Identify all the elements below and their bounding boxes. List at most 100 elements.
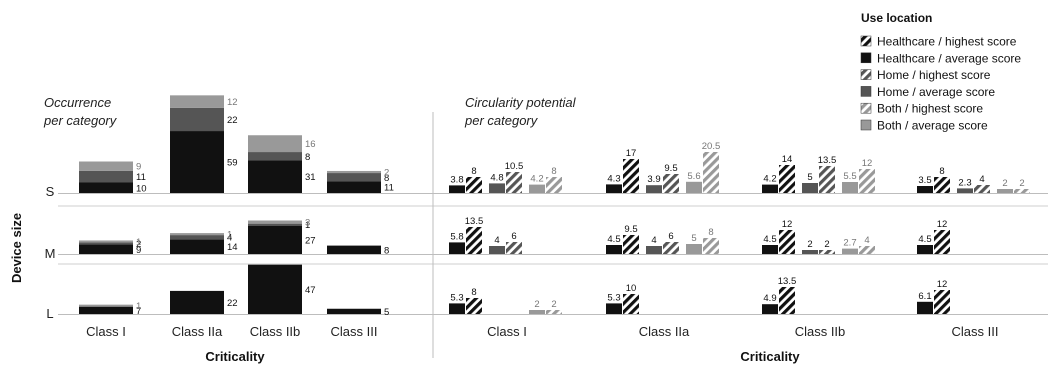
- occ-label-s-class-iia-both: 12: [227, 97, 238, 108]
- circ-label-s-class-iib-both_avg: 5.5: [843, 171, 856, 182]
- circ-bar-s-class-iia-home_avg: [646, 185, 662, 193]
- circ-label-m-class-iia-hc_avg: 4.5: [607, 234, 620, 245]
- circ-bar-l-class-iib-hc_high: [779, 287, 795, 314]
- occ-label-s-class-iia-healthcare: 59: [227, 158, 238, 169]
- legend-label-both-high: Both / highest score: [877, 102, 983, 116]
- left-panel-title-line1: Occurrence: [44, 95, 111, 110]
- circ-bar-m-class-iia-hc_high: [623, 235, 639, 254]
- legend-label-hc-avg: Healthcare / average score: [877, 51, 1021, 65]
- circ-label-s-class-i-home_avg: 4.8: [490, 172, 503, 183]
- occ-bar-s-class-i-home: [79, 170, 133, 183]
- occ-bar-m-class-iia-both: [170, 233, 224, 236]
- circ-label-s-class-iii-hc_avg: 3.5: [918, 175, 931, 186]
- circ-bar-m-class-iii-hc_avg: [917, 245, 933, 254]
- circ-bar-m-class-i-home_high: [506, 242, 522, 254]
- circ-label-s-class-iib-both_high: 12: [862, 158, 873, 169]
- legend-label-hc-high: Healthcare / highest score: [877, 35, 1017, 49]
- occ-label-s-class-iib-healthcare: 31: [305, 172, 316, 183]
- left-panel-title-line2: per category: [43, 113, 118, 128]
- circ-label-l-class-iia-hc_avg: 5.3: [607, 292, 620, 303]
- occ-bar-s-class-i-both: [79, 161, 133, 171]
- circ-bar-s-class-iii-home_avg: [957, 188, 973, 193]
- circ-label-m-class-iia-hc_high: 9.5: [624, 224, 637, 235]
- circ-bar-s-class-iii-hc_avg: [917, 186, 933, 193]
- occ-label-l-class-iia-healthcare: 22: [227, 298, 238, 309]
- circ-bar-m-class-i-hc_avg: [449, 242, 465, 254]
- occ-label-l-class-i-healthcare: 7: [136, 306, 141, 317]
- occ-bar-l-class-i-both: [79, 304, 133, 307]
- occ-bar-m-class-iii-healthcare: [327, 245, 381, 254]
- right-x-axis-label: Criticality: [740, 349, 800, 364]
- circ-label-m-class-iii-hc_high: 12: [937, 219, 948, 230]
- circ-label-l-class-iii-hc_high: 12: [937, 279, 948, 290]
- occ-bar-s-class-iib-healthcare: [248, 160, 302, 193]
- circ-bar-s-class-iii-home_high: [974, 185, 990, 193]
- circ-label-s-class-iib-hc_avg: 4.2: [763, 174, 776, 185]
- occ-bar-s-class-iib-home: [248, 152, 302, 161]
- circ-label-m-class-i-hc_avg: 5.8: [450, 231, 463, 242]
- left-x-tick-class-iii: Class III: [331, 324, 378, 339]
- occ-label-m-class-iia-healthcare: 14: [227, 242, 238, 253]
- occ-bar-s-class-iii-healthcare: [327, 181, 381, 193]
- legend: Healthcare / highest score Healthcare / a…: [860, 35, 1021, 133]
- circ-label-l-class-iib-hc_high: 13.5: [778, 276, 797, 287]
- circ-bar-m-class-i-home_avg: [489, 246, 505, 254]
- circ-label-m-class-iib-both_high: 4: [864, 235, 869, 246]
- right-panel-title-line2: per category: [464, 113, 539, 128]
- circ-label-s-class-iib-home_high: 13.5: [818, 155, 837, 166]
- circ-label-m-class-iia-both_high: 8: [708, 227, 713, 238]
- circ-bar-m-class-iia-hc_avg: [606, 245, 622, 254]
- occ-bar-s-class-iia-healthcare: [170, 131, 224, 193]
- circ-bar-m-class-iia-home_avg: [646, 246, 662, 254]
- circ-bar-s-class-iib-both_high: [859, 169, 875, 193]
- legend-label-home-high: Home / highest score: [877, 68, 991, 82]
- circ-label-l-class-i-hc_avg: 5.3: [450, 292, 463, 303]
- right-panel-title-line1: Circularity potential: [465, 95, 577, 110]
- legend-swatch-both-high: [860, 102, 872, 114]
- right-x-tick-class-iii: Class III: [952, 324, 999, 339]
- circ-label-s-class-i-both_high: 8: [551, 166, 556, 177]
- circ-label-s-class-iia-home_avg: 3.9: [647, 174, 660, 185]
- circ-bar-m-class-iia-home_high: [663, 242, 679, 254]
- occ-bar-s-class-iii-home: [327, 173, 381, 182]
- occ-bar-s-class-i-healthcare: [79, 182, 133, 193]
- circ-label-s-class-iii-both_high: 2: [1019, 178, 1024, 189]
- circ-label-s-class-iib-home_avg: 5: [807, 172, 812, 183]
- circ-bar-s-class-iii-both_avg: [997, 189, 1013, 193]
- circ-bar-l-class-iib-hc_avg: [762, 304, 778, 314]
- row-label-l: L: [46, 306, 53, 321]
- circ-label-s-class-i-home_high: 10.5: [505, 161, 524, 172]
- circ-label-s-class-iii-both_avg: 2: [1002, 178, 1007, 189]
- circ-bar-m-class-iia-both_avg: [686, 244, 702, 254]
- circ-bar-s-class-iib-home_high: [819, 166, 835, 193]
- circ-bar-l-class-iia-hc_high: [623, 294, 639, 314]
- circ-label-s-class-iia-hc_high: 17: [626, 148, 637, 159]
- occ-bar-m-class-iia-healthcare: [170, 239, 224, 254]
- circ-label-s-class-i-both_avg: 4.2: [530, 174, 543, 185]
- occ-label-s-class-i-healthcare: 10: [136, 183, 147, 194]
- occ-bar-m-class-iib-home: [248, 223, 302, 226]
- circ-label-s-class-iia-hc_avg: 4.3: [607, 173, 620, 184]
- occ-label-l-class-i-both: 1: [136, 301, 141, 312]
- circ-label-s-class-iii-home_avg: 2.3: [958, 177, 971, 188]
- circ-bar-s-class-iia-hc_high: [623, 159, 639, 193]
- circ-label-s-class-iia-both_avg: 5.6: [687, 171, 700, 182]
- circ-label-m-class-iib-home_high: 2: [824, 239, 829, 250]
- occ-label-s-class-iii-healthcare: 11: [384, 183, 394, 194]
- circ-label-m-class-iia-home_high: 6: [668, 231, 673, 242]
- circ-label-s-class-iia-both_high: 20.5: [702, 141, 721, 152]
- right-x-tick-class-iia: Class IIa: [639, 324, 690, 339]
- right-x-tick-class-iib: Class IIb: [795, 324, 846, 339]
- circ-bar-m-class-i-hc_high: [466, 227, 482, 254]
- occ-label-m-class-iib-healthcare: 27: [305, 235, 316, 246]
- occ-label-m-class-i-both: 1: [136, 237, 141, 248]
- occ-label-m-class-iib-both: 3: [305, 218, 310, 229]
- circ-bar-s-class-iib-hc_high: [779, 165, 795, 193]
- occ-bar-m-class-i-home: [79, 242, 133, 245]
- row-label-m: M: [45, 246, 56, 261]
- circ-bar-s-class-i-hc_avg: [449, 185, 465, 193]
- occ-label-s-class-iib-home: 8: [305, 152, 310, 163]
- circ-bar-s-class-i-hc_high: [466, 177, 482, 193]
